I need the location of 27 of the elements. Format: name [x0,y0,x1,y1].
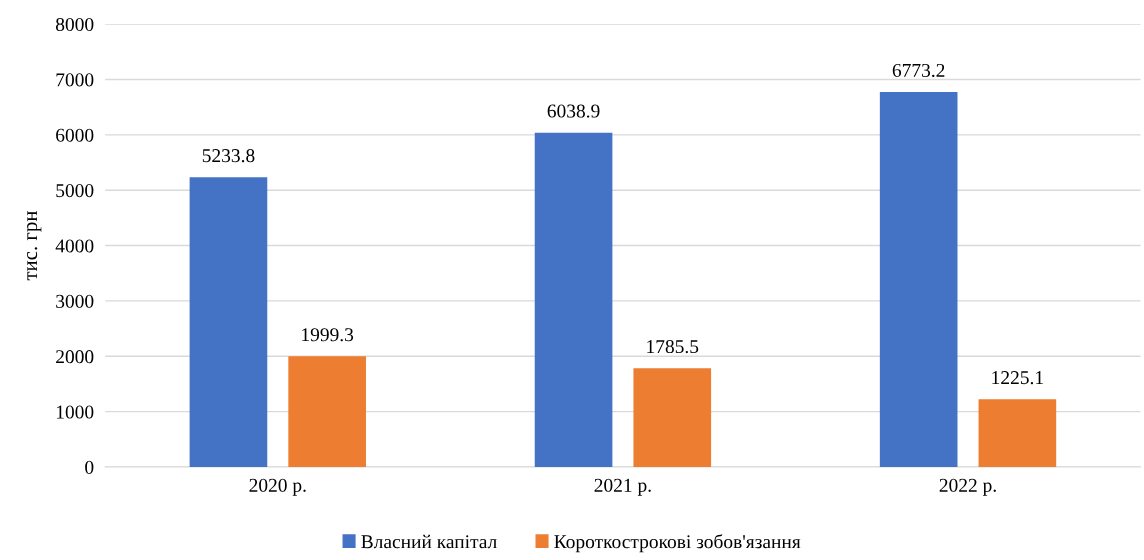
x-tick-label: 2021 р. [594,478,651,496]
bar [879,92,958,468]
data-label: 6773.2 [892,63,945,78]
data-label: 1785.5 [647,339,699,354]
data-label: 5233.8 [202,149,255,163]
bar [189,177,268,468]
legend-label: Короткострокові зобов'язання [554,534,801,553]
data-label: 6038.9 [547,104,600,118]
data-label: 1999.3 [302,328,354,342]
y-tick-label: 8000 [55,17,94,32]
y-tick-label: 3000 [56,294,94,308]
y-tick-label: 7000 [56,73,94,87]
x-tick-label: 2022 р. [939,478,996,496]
bar [534,132,613,468]
bar [288,356,366,468]
x-tick-label: 2020 р. [249,478,306,496]
bar [978,399,1057,468]
y-tick-label: 0 [85,460,94,474]
data-label: 1225.1 [992,371,1043,385]
y-tick-label: 1000 [56,405,94,419]
y-tick-label: 5000 [56,184,94,198]
y-axis-title: тис. грн [27,211,42,281]
y-tick-label: 4000 [55,239,94,253]
bar [633,368,712,468]
y-tick-label: 2000 [56,350,94,364]
legend-label: Власний капітал [361,534,497,549]
y-tick-label: 6000 [56,128,94,142]
